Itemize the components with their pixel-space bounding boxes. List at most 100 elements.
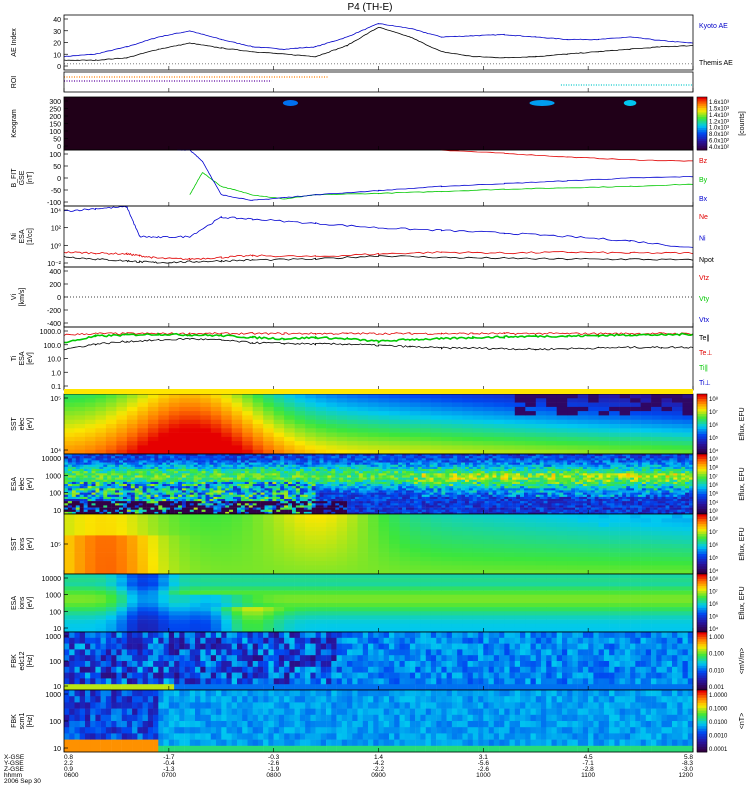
heat-cell — [539, 499, 544, 502]
heat-cell — [178, 477, 183, 480]
heat-cell — [472, 449, 484, 455]
heat-cell — [582, 492, 588, 495]
heat-cell — [492, 507, 497, 510]
heat-cell — [181, 479, 187, 483]
heat-cell — [252, 492, 257, 495]
heat-cell — [213, 469, 218, 472]
heat-cell — [500, 460, 505, 463]
heat-cell — [150, 507, 155, 510]
heat-cell — [166, 466, 171, 470]
heat-cell — [205, 479, 210, 483]
heat-cell — [347, 473, 352, 476]
heat-cell — [453, 488, 458, 491]
heat-cell — [527, 458, 533, 461]
heat-cell — [146, 473, 151, 476]
heat-cell — [71, 494, 77, 498]
heat-cell — [437, 456, 442, 459]
heat-cell — [307, 501, 312, 504]
heat-cell — [79, 469, 84, 472]
heat-cell — [520, 503, 525, 506]
heat-cell — [508, 469, 513, 472]
heat-cell — [256, 486, 261, 489]
heat-cell — [366, 466, 371, 470]
heat-cell — [326, 445, 337, 450]
heat-cell — [335, 484, 340, 487]
heat-cell — [213, 499, 218, 502]
heat-cell — [231, 428, 243, 433]
heat-cell — [71, 481, 77, 485]
heat-cell — [181, 460, 187, 463]
heat-cell — [453, 509, 458, 513]
heat-cell — [354, 481, 360, 485]
heat-cell — [123, 499, 128, 502]
heat-cell — [64, 481, 69, 485]
heat-cell — [295, 458, 301, 461]
heat-cell — [370, 505, 375, 508]
heat-cell — [586, 471, 592, 474]
heat-cell — [280, 456, 285, 459]
heat-cell — [130, 492, 135, 495]
heat-cell — [347, 428, 358, 433]
heat-cell — [551, 464, 556, 468]
ytick-label: 0 — [57, 64, 61, 71]
heat-cell — [292, 503, 297, 506]
heat-cell — [441, 398, 453, 403]
heat-cell — [111, 509, 116, 513]
heat-cell — [343, 469, 348, 472]
heat-cell — [107, 494, 112, 498]
heat-cell — [535, 490, 540, 493]
heat-cell — [586, 486, 592, 489]
heat-cell — [189, 428, 201, 433]
heat-cell — [142, 499, 147, 502]
heat-cell — [91, 501, 96, 504]
heat-cell — [571, 499, 576, 502]
heat-cell — [280, 458, 285, 461]
heat-cell — [150, 460, 155, 463]
heat-cell — [575, 511, 580, 515]
heat-cell — [115, 481, 120, 485]
heat-cell — [425, 456, 430, 459]
heat-cell — [95, 441, 107, 446]
heat-cell — [303, 458, 308, 461]
heat-cell — [221, 477, 226, 480]
heat-cell — [150, 481, 155, 485]
heat-cell — [299, 486, 305, 489]
heat-cell — [280, 505, 285, 508]
heat-cell — [476, 464, 481, 468]
heat-cell — [335, 509, 340, 513]
heat-cell — [453, 458, 458, 461]
heat-cell — [210, 445, 222, 450]
heat-cell — [213, 456, 218, 459]
heat-cell — [343, 473, 348, 476]
heat-cell — [83, 481, 88, 485]
heat-cell — [394, 479, 399, 483]
heat-cell — [588, 441, 599, 446]
heat-cell — [609, 449, 620, 455]
heat-cell — [547, 494, 552, 498]
heat-cell — [399, 411, 411, 416]
heat-cell — [225, 511, 230, 515]
heat-cell — [95, 471, 100, 474]
heat-cell — [441, 486, 446, 489]
heat-cell — [189, 507, 194, 510]
heat-cell — [189, 471, 194, 474]
heat-cell — [105, 432, 117, 438]
heat-cell — [476, 456, 481, 459]
heat-cell — [543, 507, 548, 510]
heat-cell — [264, 503, 269, 506]
heat-cell — [158, 473, 163, 476]
heat-cell — [299, 466, 305, 470]
colorbar-tick: 1.6x10³ — [709, 100, 729, 106]
heat-cell — [651, 428, 662, 433]
heat-cell — [201, 494, 206, 498]
heat-cell — [126, 432, 138, 438]
heat-cell — [205, 458, 210, 461]
heat-cell — [579, 484, 584, 487]
heat-cell — [307, 499, 312, 502]
heat-cell — [516, 499, 521, 502]
heat-cell — [221, 501, 226, 504]
heat-cell — [504, 505, 509, 508]
ytick-label: 0 — [57, 144, 61, 151]
heat-cell — [111, 466, 116, 470]
heat-cell — [547, 462, 552, 465]
